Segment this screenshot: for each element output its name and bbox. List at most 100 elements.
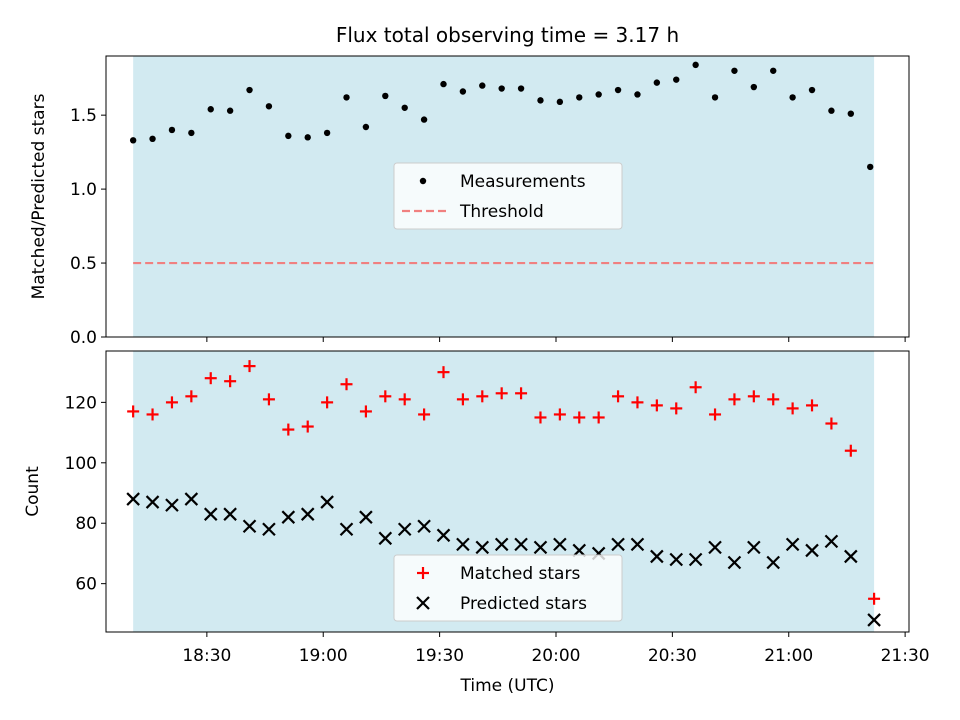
top-y-axis-label: Matched/Predicted stars: [29, 93, 49, 299]
matched-star-point: [709, 408, 722, 421]
top-panel: 0.0 0.5 1.0 1.5 Flux total observing time =…: [29, 23, 910, 348]
matched-star-point: [243, 360, 256, 373]
matched-star-point: [476, 390, 489, 403]
measurement-point: [479, 82, 486, 89]
predicted-star-point: [688, 552, 703, 567]
matched-star-point: [515, 387, 528, 400]
matched-star-point: [379, 390, 392, 403]
matched-star-point: [747, 390, 760, 403]
measurement-point: [149, 135, 156, 143]
predicted-star-point: [867, 613, 881, 627]
measurement-point: [304, 134, 311, 141]
predicted-star-point: [397, 522, 412, 537]
matched-star-point: [456, 393, 469, 406]
predicted-star-point: [669, 552, 684, 567]
x-tick-label: 19:30: [415, 646, 464, 666]
matched-star-point: [359, 405, 372, 418]
predicted-star-point: [824, 534, 839, 549]
bottom-y-tick-label: 80: [75, 514, 97, 534]
predicted-star-point: [436, 528, 451, 543]
predicted-star-point: [494, 537, 509, 552]
measurement-point: [207, 106, 214, 113]
matched-star-point: [437, 366, 450, 379]
predicted-star-point: [572, 543, 587, 558]
top-y-tick-label: 0.0: [70, 328, 97, 348]
matched-star-point: [612, 390, 625, 403]
measurement-point: [750, 83, 758, 91]
measurement-point: [362, 123, 370, 131]
predicted-star-point: [126, 492, 140, 506]
measurement-point: [188, 129, 195, 137]
legend-marker-predicted-stars: [416, 596, 430, 610]
matched-star-point: [224, 375, 237, 388]
measurement-point: [285, 132, 292, 140]
x-tick-label: 21:30: [881, 646, 930, 666]
measurement-point: [323, 129, 331, 137]
predicted-star-point: [766, 555, 781, 570]
matched-star-point: [165, 396, 178, 409]
bottom-y-tick-label: 120: [65, 393, 97, 413]
predicted-star-point: [320, 495, 334, 509]
matched-star-point: [786, 402, 799, 415]
bottom-legend-box: [393, 554, 623, 622]
measurement-point: [440, 80, 447, 88]
measurement-point: [770, 67, 777, 74]
matched-star-point: [689, 381, 702, 394]
matched-star-point: [262, 393, 275, 406]
predicted-stars-series: [126, 492, 881, 627]
matched-star-point: [321, 396, 334, 409]
bottom-legend: Matched stars Predicted stars: [393, 554, 623, 622]
measurement-point: [653, 79, 661, 86]
legend-entry-threshold: Threshold: [459, 202, 544, 222]
matched-star-point: [340, 378, 353, 391]
measurement-point: [517, 85, 525, 92]
measurement-point: [614, 86, 622, 94]
predicted-star-point: [300, 507, 315, 521]
predicted-star-point: [747, 540, 761, 555]
predicted-star-point: [650, 549, 664, 564]
predicted-star-point: [611, 537, 625, 552]
measurement-point: [498, 85, 505, 92]
predicted-star-point: [514, 537, 528, 552]
predicted-star-point: [262, 522, 276, 537]
predicted-star-point: [242, 519, 257, 534]
measurement-point: [129, 137, 137, 144]
bottom-y-axis-label: Count: [23, 466, 43, 517]
bottom-y-tick-label: 100: [65, 454, 97, 474]
matched-star-point: [398, 393, 411, 406]
predicted-star-point: [785, 537, 800, 552]
matched-star-point: [282, 423, 295, 436]
top-y-tick-label: 1.0: [70, 180, 97, 200]
predicted-star-point: [378, 531, 393, 546]
measurement-point: [382, 92, 389, 100]
predicted-star-point: [184, 492, 199, 506]
matched-star-point: [728, 393, 741, 406]
matched-star-point: [767, 393, 780, 406]
top-legend: Measurements Threshold: [393, 162, 623, 230]
matched-star-point: [534, 411, 547, 424]
matched-star-point: [146, 408, 159, 421]
predicted-star-point: [533, 540, 548, 555]
matched-star-point: [573, 411, 586, 424]
predicted-star-point: [417, 519, 431, 534]
predicted-star-point: [727, 555, 742, 570]
measurement-point: [168, 126, 176, 134]
top-x-axis: [206, 337, 906, 342]
legend-entry-matched-stars: Matched stars: [460, 564, 580, 584]
bottom-x-axis: 18:30 19:00 19:30 20:00 20:30 21:00 21:30: [182, 632, 930, 666]
matched-star-point: [806, 399, 819, 412]
bottom-y-tick-label: 60: [75, 575, 97, 595]
top-y-tick-label: 1.5: [70, 106, 97, 126]
measurement-point: [459, 88, 467, 95]
predicted-star-point: [223, 507, 237, 521]
matched-star-point: [127, 405, 140, 418]
predicted-star-point: [281, 510, 296, 524]
legend-marker-matched-stars: [417, 567, 429, 579]
measurement-point: [692, 61, 699, 69]
predicted-star-point: [165, 498, 179, 512]
bottom-panel: 60 80 100 120 18:30 19:00 19:30 20:00 20:30 21:0…: [23, 350, 930, 696]
matched-star-point: [670, 402, 683, 415]
matched-star-point: [301, 420, 314, 433]
measurements-series: [129, 61, 874, 171]
